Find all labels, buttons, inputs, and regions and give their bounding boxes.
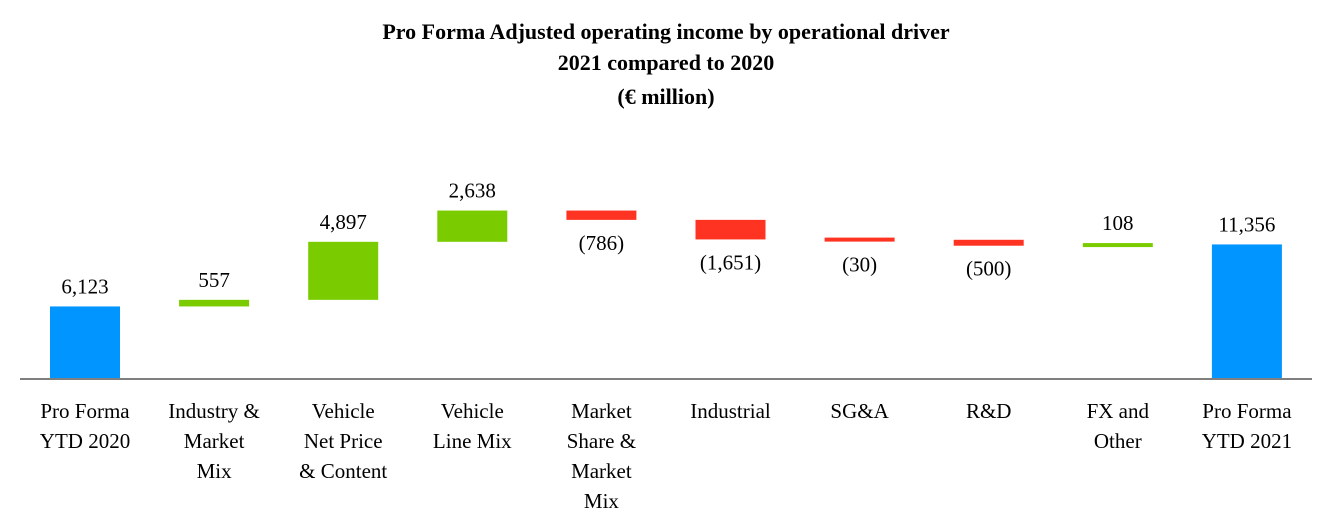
category-labels-group: Pro Forma YTD 2020 Industry & Market Mix Vehi… [40,399,1292,513]
value-label-5: (786) [579,231,625,255]
bar-10 [1211,244,1282,379]
bar-1 [50,306,120,379]
value-label-3: 4,897 [320,210,367,234]
value-label-1: 6,123 [61,274,108,298]
bar-7 [824,237,895,242]
category-label-6: Industrial [690,399,771,423]
category-label-2: Industry & Market Mix [168,399,260,483]
category-label-5: Market Share & Market Mix [567,399,636,513]
chart-title-line-3: (€ million) [617,84,714,109]
bar-2 [179,299,250,307]
value-label-9: 108 [1102,211,1134,235]
value-label-4: 2,638 [449,179,496,203]
chart-title-line-2: 2021 compared to 2020 [558,50,775,75]
value-label-10: 11,356 [1218,212,1275,236]
chart-title-line-1: Pro Forma Adjusted operating income by o… [382,19,949,44]
category-label-1: Pro Forma YTD 2020 [40,399,131,453]
bar-6 [695,219,766,240]
category-label-3: Vehicle Net Price & Content [299,399,387,483]
bar-8 [953,239,1024,246]
value-label-6: (1,651) [700,250,761,274]
bar-4 [437,210,508,242]
category-label-7: SG&A [830,399,889,423]
bar-3 [308,241,379,300]
bar-9 [1082,243,1153,248]
category-label-9: FX and Other [1087,399,1150,453]
bars-group [50,210,1282,379]
category-label-4: Vehicle Line Mix [433,399,512,453]
value-labels-group: 6,123 557 4,897 2,638 (786) (1,651) (30) (500) 1… [61,179,1275,299]
value-label-8: (500) [966,257,1012,281]
category-label-8: R&D [966,399,1012,423]
bar-5 [566,210,637,220]
value-label-2: 557 [198,268,230,292]
category-label-10: Pro Forma YTD 2021 [1202,399,1293,453]
value-label-7: (30) [842,253,877,277]
chart-title: Pro Forma Adjusted operating income by o… [382,19,949,109]
